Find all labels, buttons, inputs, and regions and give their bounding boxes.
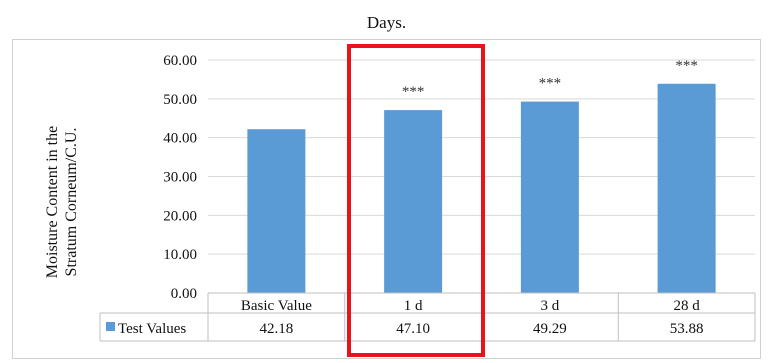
significance-mark: *** [675,58,698,74]
y-axis-label: Moisture Content in the Stratum Corneum/… [43,126,81,278]
bar [247,129,306,293]
y-tick-label: 30.00 [163,170,197,186]
x-tick-label: 1 d [404,298,423,314]
significance-mark: *** [402,84,425,100]
y-tick-label: 40.00 [163,131,197,147]
y-axis-label-line-2: Stratum Corneum/C.U. [63,127,80,277]
bar [520,101,579,293]
y-axis-label-line-1: Moisture Content in the [44,125,61,279]
y-tick-label: 20.00 [163,208,197,224]
data-table-value: 53.88 [670,321,704,337]
highlight-box-1d [347,44,485,357]
legend-label: Test Values [118,321,186,337]
chart-area-border [12,39,761,359]
y-tick-label: 0.00 [171,286,197,302]
x-tick-label: Basic Value [241,298,312,314]
bar [657,83,716,294]
data-table-value: 49.29 [533,321,567,337]
chart-title-line-2: Days. [366,13,407,32]
data-table-value: 42.18 [260,321,294,337]
x-tick-label: 28 d [674,298,701,314]
significance-mark: *** [539,76,562,92]
legend-swatch [106,322,115,331]
x-tick-label: 3 d [541,298,560,314]
y-tick-label: 60.00 [163,53,197,69]
bar [384,110,443,293]
y-tick-label: 50.00 [163,92,197,108]
y-tick-label: 10.00 [163,247,197,263]
data-table-value: 47.10 [396,321,430,337]
